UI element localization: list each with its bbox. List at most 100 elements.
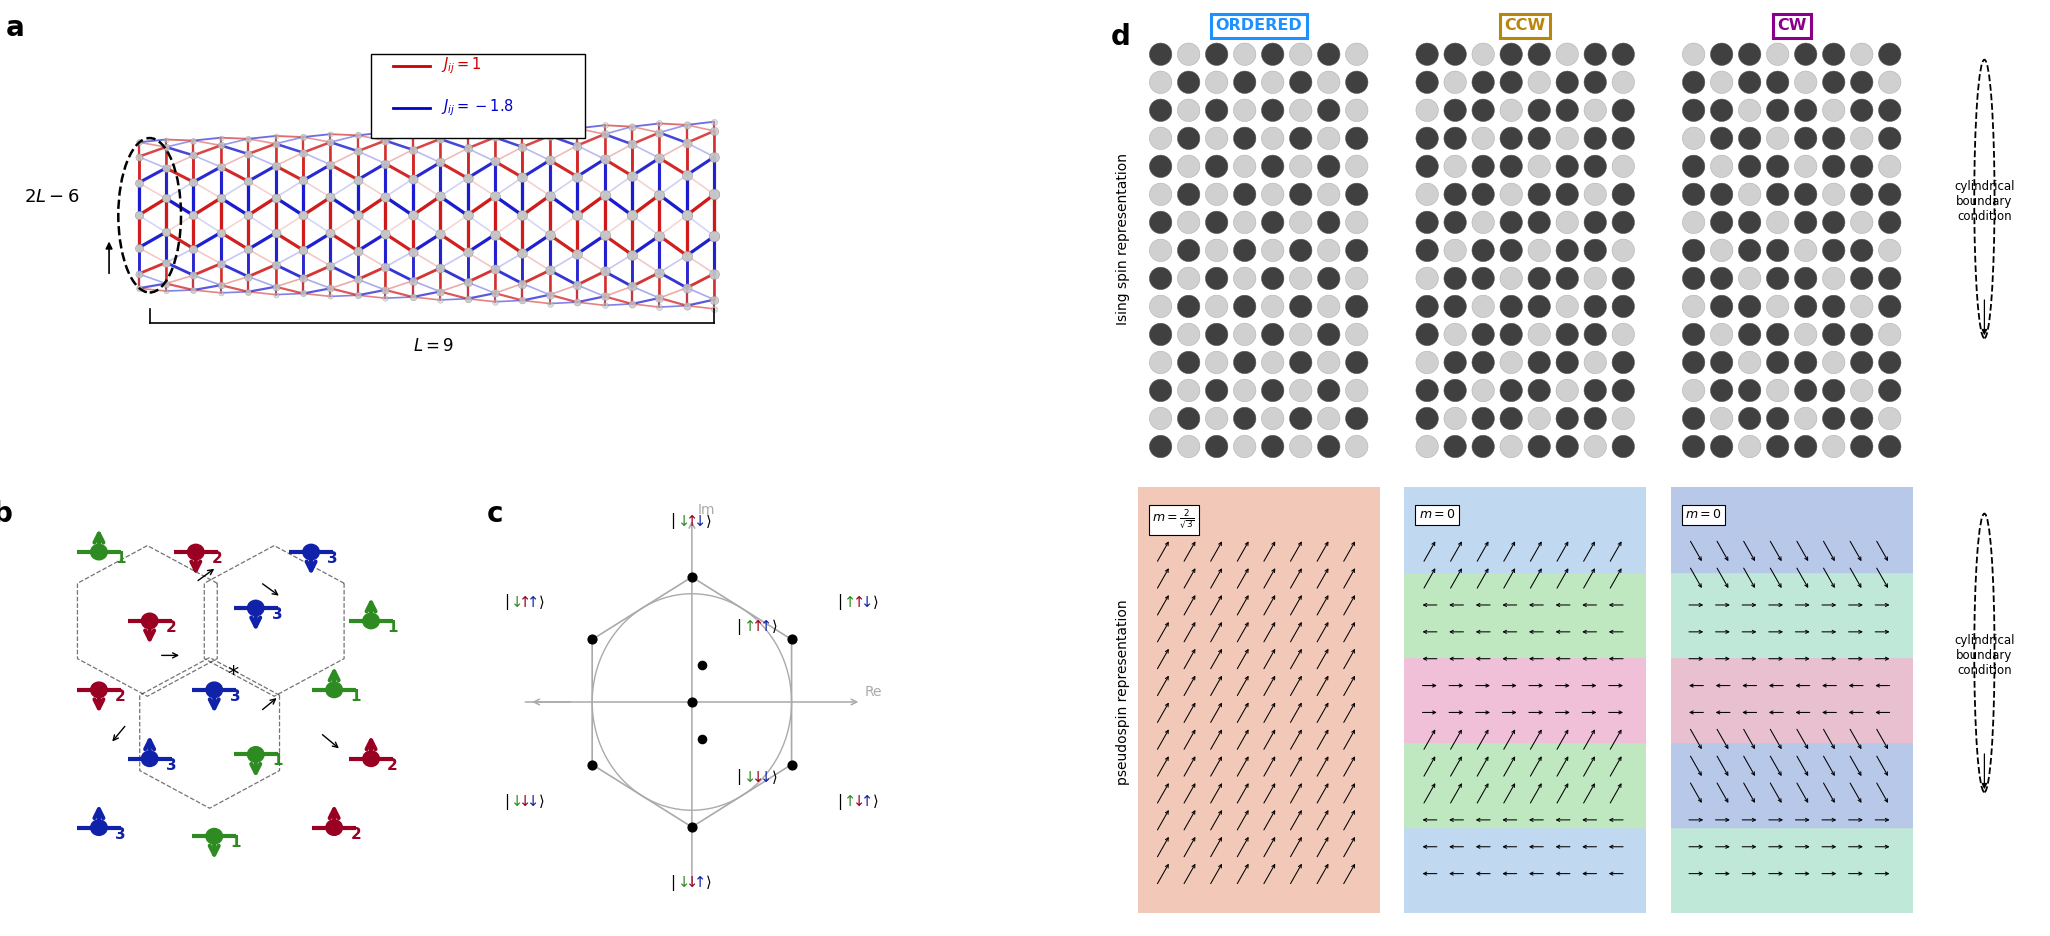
Circle shape	[1501, 379, 1523, 402]
Bar	[1404, 657, 1646, 742]
Text: ↓: ↓	[510, 595, 523, 610]
Point	[150, 139, 182, 154]
Circle shape	[1738, 99, 1761, 122]
Circle shape	[1177, 351, 1199, 373]
Circle shape	[1683, 99, 1706, 122]
Circle shape	[1234, 267, 1257, 289]
Circle shape	[1205, 212, 1228, 234]
Point	[685, 658, 718, 673]
Circle shape	[1710, 323, 1732, 345]
Circle shape	[1261, 379, 1283, 402]
Circle shape	[1205, 99, 1228, 122]
Circle shape	[1851, 99, 1874, 122]
Point	[615, 279, 648, 294]
Circle shape	[1289, 323, 1312, 345]
Circle shape	[1683, 435, 1706, 458]
Point	[369, 259, 402, 274]
Circle shape	[1150, 407, 1173, 430]
Circle shape	[1150, 351, 1173, 373]
Point	[287, 129, 320, 144]
Circle shape	[1177, 379, 1199, 402]
Point	[287, 286, 320, 301]
Circle shape	[90, 545, 107, 560]
Text: cylindrical
boundary
condition: cylindrical boundary condition	[1954, 180, 2015, 223]
Circle shape	[1501, 99, 1523, 122]
Point	[176, 174, 209, 189]
Circle shape	[1177, 183, 1199, 206]
Text: ⟩: ⟩	[705, 875, 711, 890]
Point	[258, 226, 291, 241]
Point	[396, 126, 428, 141]
Circle shape	[1527, 323, 1550, 345]
Point	[478, 154, 510, 168]
Point	[697, 124, 730, 139]
Circle shape	[1443, 351, 1466, 373]
Circle shape	[1527, 127, 1550, 150]
Point	[451, 208, 484, 223]
Circle shape	[1611, 379, 1634, 402]
Circle shape	[1822, 183, 1845, 206]
Circle shape	[1472, 71, 1494, 94]
Circle shape	[1443, 323, 1466, 345]
Circle shape	[1878, 295, 1900, 317]
Circle shape	[1851, 351, 1874, 373]
Point	[644, 151, 677, 166]
Circle shape	[1150, 435, 1173, 458]
Circle shape	[1794, 183, 1816, 206]
Circle shape	[1822, 323, 1845, 345]
Circle shape	[1878, 99, 1900, 122]
Text: d: d	[1111, 23, 1132, 51]
Circle shape	[303, 545, 320, 560]
Point	[697, 292, 730, 307]
Point	[176, 148, 209, 163]
Circle shape	[1738, 267, 1761, 289]
Circle shape	[1710, 183, 1732, 206]
Text: c: c	[488, 500, 504, 528]
Circle shape	[1345, 71, 1367, 94]
Circle shape	[1417, 155, 1439, 178]
Circle shape	[1234, 435, 1257, 458]
Text: b: b	[0, 501, 12, 529]
Point	[615, 297, 648, 312]
Circle shape	[1205, 127, 1228, 150]
Point	[424, 285, 457, 300]
Text: pseudospin representation: pseudospin representation	[1117, 600, 1130, 785]
Circle shape	[1417, 435, 1439, 458]
Circle shape	[1417, 407, 1439, 430]
Circle shape	[1794, 212, 1816, 234]
Circle shape	[1345, 379, 1367, 402]
Circle shape	[1738, 407, 1761, 430]
Circle shape	[1345, 323, 1367, 345]
Circle shape	[1289, 127, 1312, 150]
Point	[451, 124, 484, 139]
Circle shape	[1822, 407, 1845, 430]
Circle shape	[1611, 435, 1634, 458]
Circle shape	[363, 613, 379, 629]
Circle shape	[1527, 212, 1550, 234]
Point	[123, 281, 156, 296]
Circle shape	[1851, 212, 1874, 234]
Circle shape	[1556, 71, 1578, 94]
Point	[670, 136, 703, 151]
Circle shape	[1822, 43, 1845, 66]
Point	[176, 283, 209, 298]
Point	[562, 277, 594, 292]
Circle shape	[1851, 155, 1874, 178]
Circle shape	[1556, 435, 1578, 458]
Circle shape	[1443, 99, 1466, 122]
Circle shape	[1794, 99, 1816, 122]
Point	[562, 295, 594, 310]
Bar	[1671, 827, 1913, 913]
Point	[670, 280, 703, 295]
Circle shape	[1878, 71, 1900, 94]
Point	[232, 241, 264, 256]
Circle shape	[1527, 351, 1550, 373]
Point	[342, 287, 375, 302]
Circle shape	[1501, 435, 1523, 458]
Point	[478, 294, 510, 309]
Point	[314, 281, 346, 296]
Circle shape	[1150, 127, 1173, 150]
Text: 2: 2	[387, 757, 398, 773]
Point	[396, 208, 428, 223]
Circle shape	[1878, 267, 1900, 289]
